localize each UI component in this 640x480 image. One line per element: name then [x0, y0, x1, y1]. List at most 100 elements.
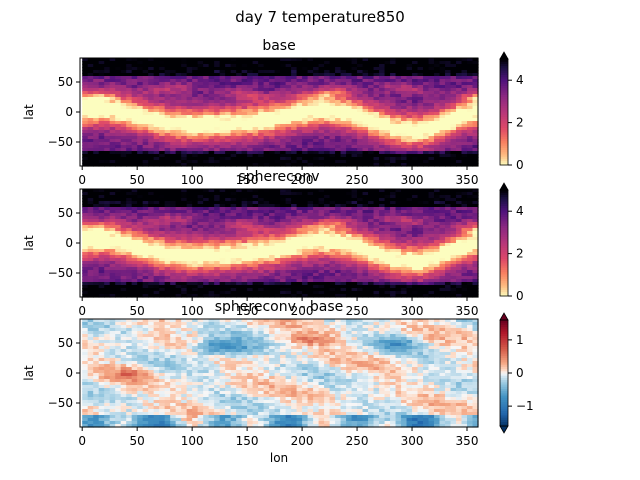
- heatmap-cell: [82, 207, 89, 211]
- heatmap-cell: [170, 189, 177, 193]
- heatmap-cell: [148, 264, 155, 268]
- heatmap-cell: [159, 243, 166, 247]
- heatmap-cell: [115, 151, 122, 155]
- heatmap-cell: [406, 139, 413, 143]
- heatmap-cell: [307, 76, 314, 80]
- heatmap-cell: [263, 267, 270, 271]
- heatmap-cell: [93, 204, 100, 208]
- heatmap-cell: [93, 216, 100, 220]
- heatmap-cell: [296, 127, 303, 131]
- heatmap-cell: [302, 139, 309, 143]
- heatmap-cell: [472, 195, 479, 199]
- heatmap-cell: [192, 231, 199, 235]
- heatmap-cell: [461, 70, 468, 74]
- heatmap-cell: [280, 91, 287, 95]
- heatmap-cell: [258, 204, 265, 208]
- heatmap-cell: [346, 264, 353, 268]
- heatmap-cell: [142, 139, 149, 143]
- heatmap-cell: [153, 276, 160, 280]
- heatmap-cell: [203, 139, 210, 143]
- heatmap-cell: [379, 258, 386, 262]
- heatmap-cell: [291, 157, 298, 161]
- heatmap-cell: [175, 118, 182, 122]
- heatmap-cell: [357, 163, 364, 167]
- heatmap-cell: [87, 273, 94, 277]
- heatmap-cell: [456, 100, 463, 104]
- heatmap-cell: [423, 189, 430, 193]
- heatmap-cell: [236, 148, 243, 152]
- heatmap-cell: [285, 264, 292, 268]
- heatmap-cell: [126, 88, 133, 92]
- heatmap-cell: [175, 73, 182, 77]
- heatmap-cell: [274, 142, 281, 146]
- heatmap-cell: [280, 79, 287, 83]
- heatmap-cell: [120, 285, 127, 289]
- heatmap-cell: [357, 279, 364, 283]
- heatmap-cell: [197, 109, 204, 113]
- heatmap-cell: [401, 145, 408, 149]
- heatmap-cell: [230, 225, 237, 229]
- heatmap-cell: [274, 219, 281, 223]
- heatmap-cell: [269, 130, 276, 134]
- heatmap-cell: [280, 204, 287, 208]
- heatmap-cell: [214, 264, 221, 268]
- heatmap-cell: [329, 61, 336, 65]
- heatmap-cell: [384, 276, 391, 280]
- heatmap-cell: [461, 222, 468, 226]
- heatmap-cell: [368, 261, 375, 265]
- heatmap-cell: [197, 222, 204, 226]
- heatmap-cell: [115, 91, 122, 95]
- heatmap-cell: [104, 118, 111, 122]
- heatmap-cell: [417, 136, 424, 140]
- heatmap-cell: [318, 64, 325, 68]
- heatmap-cell: [362, 246, 369, 250]
- heatmap-cell: [450, 109, 457, 113]
- heatmap-cell: [445, 157, 452, 161]
- heatmap-cell: [346, 198, 353, 202]
- heatmap-cell: [263, 112, 270, 116]
- heatmap-cell: [445, 189, 452, 193]
- heatmap-cell: [247, 189, 254, 193]
- colorbar-segment: [500, 94, 508, 98]
- heatmap-cell: [280, 97, 287, 101]
- heatmap-cell: [412, 94, 419, 98]
- heatmap-cell: [296, 82, 303, 86]
- heatmap-cell: [439, 100, 446, 104]
- heatmap-cell: [170, 148, 177, 152]
- heatmap-cell: [445, 201, 452, 205]
- heatmap-cell: [318, 267, 325, 271]
- heatmap-cell: [351, 258, 358, 262]
- heatmap-cell: [379, 121, 386, 125]
- heatmap-cell: [120, 97, 127, 101]
- heatmap-cell: [247, 118, 254, 122]
- heatmap-cell: [406, 127, 413, 131]
- heatmap-cell: [197, 127, 204, 131]
- heatmap-cell: [87, 237, 94, 241]
- heatmap-cell: [203, 228, 210, 232]
- heatmap-cell: [192, 109, 199, 113]
- heatmap-cell: [82, 279, 89, 283]
- heatmap-cell: [170, 154, 177, 158]
- heatmap-cell: [291, 201, 298, 205]
- heatmap-cell: [126, 130, 133, 134]
- heatmap-cell: [318, 258, 325, 262]
- heatmap-cell: [318, 198, 325, 202]
- heatmap-cell: [335, 139, 342, 143]
- heatmap-cell: [423, 142, 430, 146]
- heatmap-cell: [192, 282, 199, 286]
- heatmap-cell: [82, 58, 89, 62]
- heatmap-cell: [252, 270, 259, 274]
- heatmap-cell: [329, 160, 336, 164]
- heatmap-cell: [406, 94, 413, 98]
- heatmap-cell: [357, 240, 364, 244]
- heatmap-cell: [93, 285, 100, 289]
- heatmap-cell: [137, 139, 144, 143]
- heatmap-cell: [467, 73, 474, 77]
- heatmap-cell: [137, 82, 144, 86]
- heatmap-cell: [98, 249, 105, 253]
- heatmap-cell: [280, 136, 287, 140]
- heatmap-cell: [351, 261, 358, 265]
- heatmap-cell: [203, 198, 210, 202]
- heatmap-cell: [109, 160, 116, 164]
- heatmap-cell: [241, 82, 248, 86]
